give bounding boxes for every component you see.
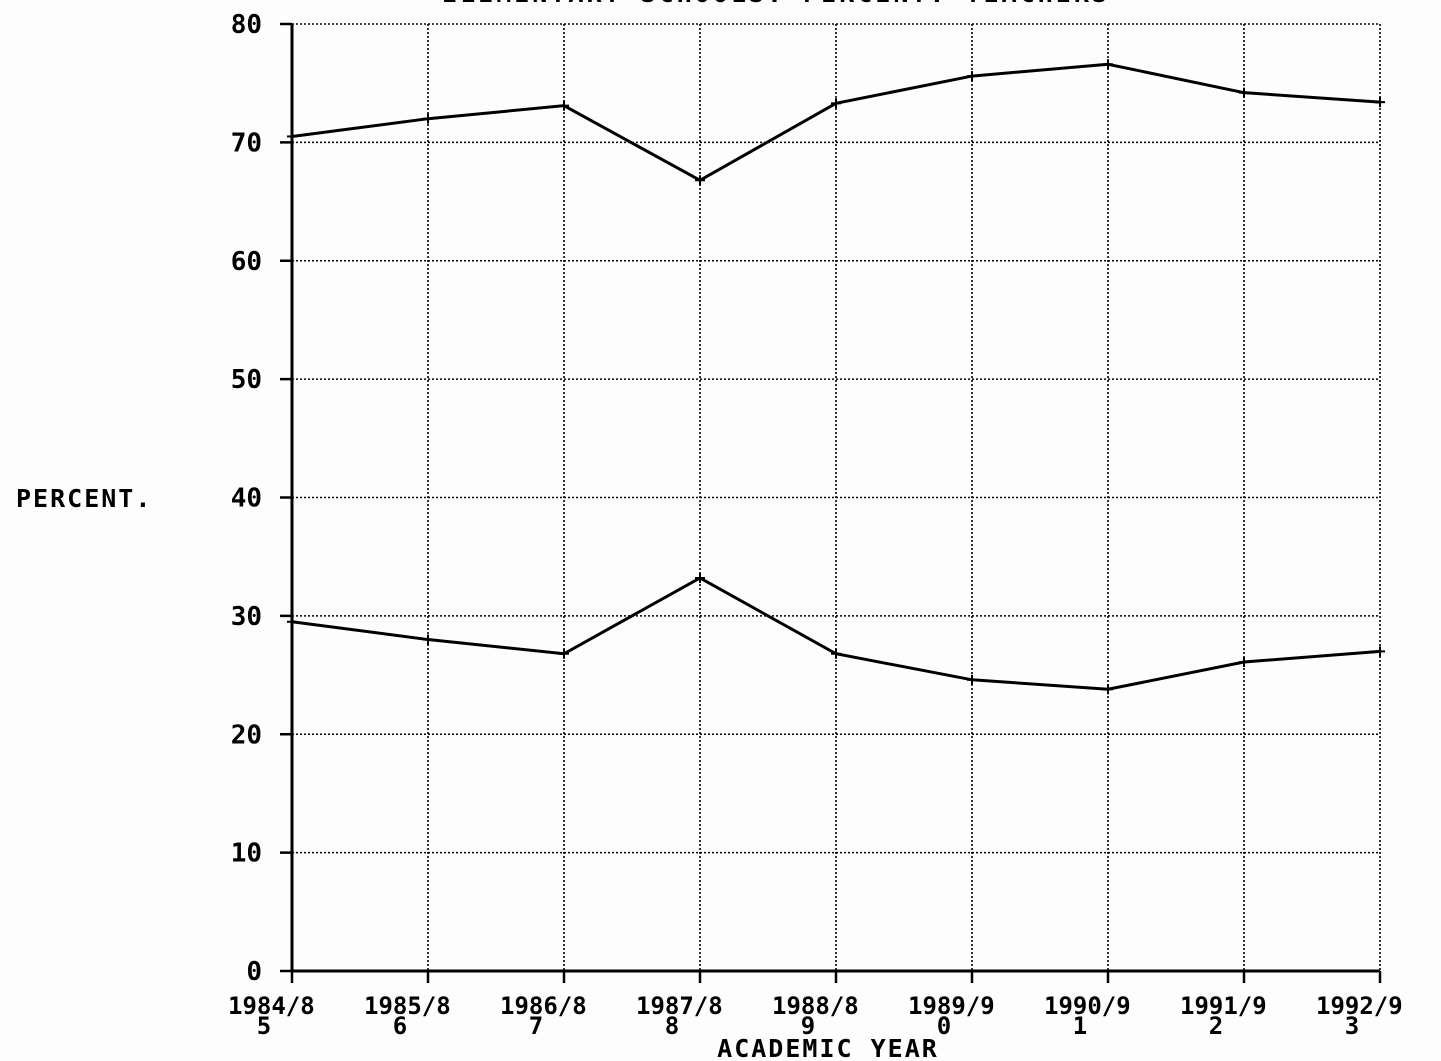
chart-title: ELEMENTARY SCHOOLS: PERCENT: TEACHERS bbox=[442, 0, 1110, 8]
x-tick-label: 1991/9 bbox=[1180, 992, 1267, 1020]
x-tick-label: 1986/8 bbox=[500, 992, 587, 1020]
x-tick-label-line2: 8 bbox=[665, 1012, 679, 1040]
y-tick-label: 60 bbox=[231, 247, 262, 277]
x-tick-label-line2: 9 bbox=[801, 1012, 815, 1040]
x-tick-label-line2: 3 bbox=[1345, 1012, 1359, 1040]
x-tick-label-line2: 0 bbox=[937, 1012, 951, 1040]
x-tick-label-line2: 5 bbox=[257, 1012, 271, 1040]
y-tick-label: 40 bbox=[231, 484, 262, 514]
data-series bbox=[287, 59, 1385, 695]
x-axis-label: ACADEMIC YEAR bbox=[717, 1034, 939, 1061]
y-tick-label: 70 bbox=[231, 128, 262, 158]
x-tick-label: 1992/9 bbox=[1316, 992, 1403, 1020]
y-tick-label: 80 bbox=[231, 10, 262, 40]
grid-lines bbox=[292, 23, 1381, 971]
x-tick-label-line2: 2 bbox=[1209, 1012, 1223, 1040]
x-tick-label-line2: 1 bbox=[1073, 1012, 1087, 1040]
x-tick-label: 1990/9 bbox=[1044, 992, 1131, 1020]
x-tick-label-line2: 6 bbox=[393, 1012, 407, 1040]
y-tick-label: 0 bbox=[246, 957, 262, 987]
x-tick-label: 1984/8 bbox=[228, 992, 315, 1020]
x-tick-label: 1989/9 bbox=[908, 992, 995, 1020]
y-axis-ticks: 0 10 20 30 40 50 60 70 80 bbox=[231, 10, 292, 987]
x-tick-label: 1985/8 bbox=[364, 992, 451, 1020]
y-tick-label: 10 bbox=[231, 839, 262, 869]
y-tick-label: 50 bbox=[231, 365, 262, 395]
y-tick-label: 20 bbox=[231, 720, 262, 750]
x-tick-label: 1987/8 bbox=[636, 992, 723, 1020]
y-tick-label: 30 bbox=[231, 602, 262, 632]
x-tick-label-line2: 7 bbox=[529, 1012, 543, 1040]
x-tick-label: 1988/8 bbox=[772, 992, 859, 1020]
y-axis-label: PERCENT. bbox=[16, 484, 152, 513]
x-axis-ticks: 1984/85 1985/86 1986/87 1987/88 1988/89 1989/… bbox=[228, 971, 1403, 1040]
